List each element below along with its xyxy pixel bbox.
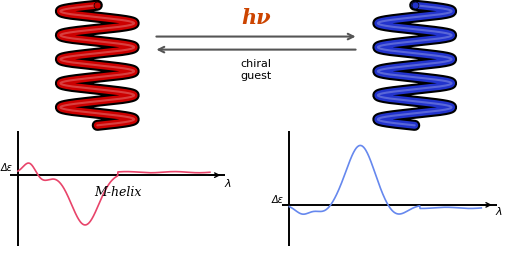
Text: chiral
guest: chiral guest <box>240 59 272 81</box>
Text: Δε: Δε <box>272 195 284 205</box>
Text: M-helix: M-helix <box>94 186 141 199</box>
Text: λ: λ <box>496 207 502 217</box>
Text: λ: λ <box>224 179 231 189</box>
Text: Δε: Δε <box>1 163 12 173</box>
Text: hν: hν <box>241 8 271 28</box>
